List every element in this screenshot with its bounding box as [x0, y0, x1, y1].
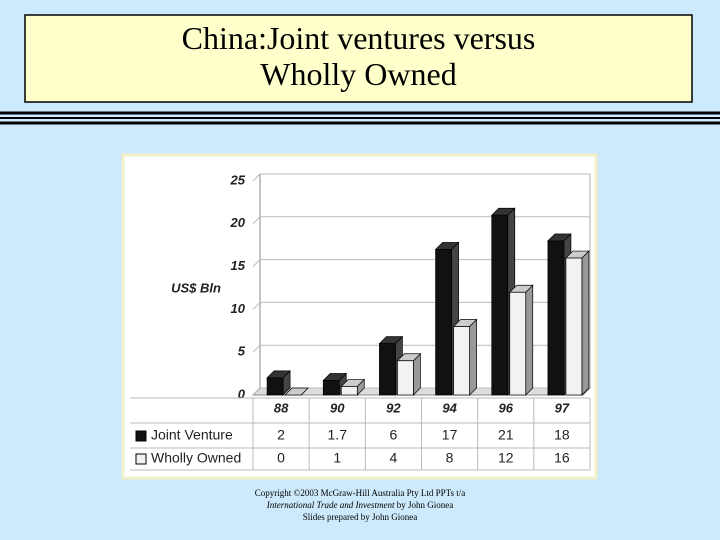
legend-label: Joint Venture — [151, 427, 233, 443]
y-tick-label: 0 — [238, 386, 246, 401]
table-value: 2 — [277, 427, 285, 443]
y-tick-label: 10 — [231, 301, 246, 316]
bar — [491, 214, 509, 396]
y-tick-label: 15 — [231, 258, 246, 273]
bar — [565, 257, 583, 396]
table-value: 16 — [554, 450, 570, 466]
bar — [547, 240, 565, 396]
bar-side — [469, 318, 477, 396]
grid-line — [252, 344, 590, 353]
copyright: Copyright ©2003 McGraw-Hill Australia Pt… — [255, 488, 465, 498]
grid-line — [252, 259, 590, 267]
y-axis-label: US$ Bln — [171, 280, 221, 295]
grid-line — [252, 216, 590, 225]
x-tick-label: 88 — [274, 400, 289, 415]
y-tick-label: 5 — [238, 344, 246, 359]
bar — [322, 380, 340, 396]
y-tick-label: 25 — [230, 172, 246, 187]
table-value: 4 — [390, 450, 398, 466]
credit: Slides prepared by John Gionea — [303, 512, 417, 522]
bar-side — [525, 284, 534, 396]
table-value: 21 — [498, 427, 514, 443]
bar — [379, 343, 396, 396]
table-value: 8 — [446, 450, 454, 466]
bar — [509, 291, 527, 396]
bar — [435, 249, 452, 396]
x-tick-label: 94 — [442, 400, 457, 415]
title-wrap: China:Joint ventures versus Wholly Owned — [181, 20, 536, 92]
table-value: 17 — [442, 427, 458, 443]
grid-line — [252, 387, 590, 396]
book-author: by John Gionea — [397, 500, 454, 510]
x-tick-label: 92 — [386, 400, 401, 415]
table-value: 1.7 — [328, 427, 348, 443]
x-tick-label: 90 — [330, 400, 345, 415]
legend-swatch — [135, 430, 147, 442]
table-value: 12 — [498, 450, 514, 466]
book-title: International Trade and Investment — [266, 500, 395, 510]
x-tick-label: 96 — [499, 400, 514, 415]
slide-title: China:Joint ventures versus Wholly Owned — [181, 20, 536, 92]
bar-top — [284, 387, 309, 396]
book-line: International Trade and Investment by Jo… — [266, 500, 454, 510]
bar — [340, 386, 358, 396]
grid-line — [252, 301, 590, 310]
back-wall — [259, 173, 591, 389]
bar — [397, 360, 414, 396]
x-tick-label: 97 — [555, 400, 570, 415]
grid-line — [252, 173, 590, 182]
table-value: 1 — [333, 450, 341, 466]
bar-side — [581, 250, 590, 396]
table-value: 0 — [277, 450, 285, 466]
legend-swatch — [135, 453, 147, 465]
y-tick-label: 20 — [230, 215, 246, 230]
title-box — [24, 14, 693, 103]
table-value: 18 — [554, 427, 570, 443]
bar — [266, 377, 284, 396]
table-value: 6 — [390, 427, 398, 443]
legend-label: Wholly Owned — [151, 450, 241, 466]
bar — [453, 326, 470, 396]
